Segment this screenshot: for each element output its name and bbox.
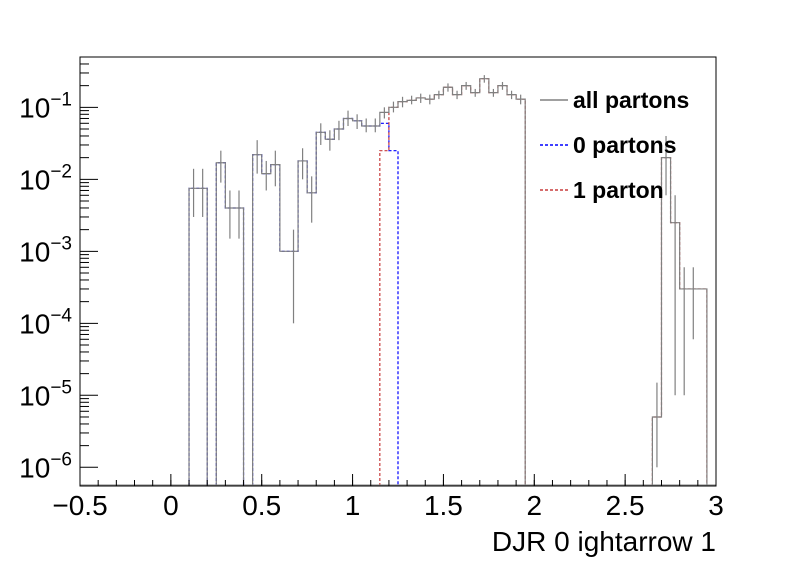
histogram-bin xyxy=(389,107,398,486)
histogram-bin xyxy=(489,93,498,486)
histogram-bin xyxy=(516,99,525,486)
y-tick-label: 10−5 xyxy=(19,377,72,411)
histogram-bin xyxy=(471,93,480,486)
histogram-bin xyxy=(298,161,307,486)
legend: all partons 0 partons 1 parton xyxy=(540,87,689,203)
x-tick-label: 2 xyxy=(526,490,542,521)
histogram-steps xyxy=(188,78,708,486)
histogram-bin xyxy=(462,86,471,486)
x-tick-label: 0.5 xyxy=(242,490,281,521)
histogram-bin xyxy=(443,87,452,486)
histogram-bin xyxy=(362,126,371,486)
histogram-bin xyxy=(189,188,198,486)
y-tick-label: 10−1 xyxy=(19,89,72,123)
histogram-bin xyxy=(661,158,670,486)
histogram-bin xyxy=(453,95,462,486)
histogram-bin xyxy=(271,165,280,486)
y-tick-label: 10−4 xyxy=(19,305,72,339)
x-tick-label: 1.5 xyxy=(424,490,463,521)
histogram-bin xyxy=(289,251,298,486)
histogram-bin xyxy=(316,132,325,486)
histogram-bin xyxy=(434,95,443,486)
histogram-bin xyxy=(671,223,680,486)
histogram-bin xyxy=(343,118,352,486)
y-tick-label: 10−2 xyxy=(19,161,72,195)
histogram-bin xyxy=(398,102,407,486)
histogram-bin xyxy=(353,121,362,486)
legend-label: 0 partons xyxy=(573,132,677,158)
series-all-partons xyxy=(188,75,708,486)
histogram-bin xyxy=(416,98,425,486)
x-tick-label: 2.5 xyxy=(606,490,645,521)
histogram-bin xyxy=(262,174,271,486)
histogram-bin xyxy=(425,99,434,486)
histogram-bin xyxy=(253,155,262,486)
x-axis-title: DJR 0 ightarrow 1 xyxy=(492,526,716,557)
histogram-bin xyxy=(480,79,489,486)
histogram-bin xyxy=(689,289,698,486)
x-tick-label: 1 xyxy=(345,490,361,521)
legend-label: all partons xyxy=(573,87,689,113)
histogram-bin xyxy=(507,95,516,486)
y-tick-label: 10−6 xyxy=(19,449,72,483)
histogram-bin xyxy=(234,208,243,486)
histogram-bin xyxy=(307,193,316,486)
histogram-bin xyxy=(680,289,689,486)
histogram-bin xyxy=(407,100,416,486)
histogram-bin xyxy=(371,126,380,486)
histogram-bin xyxy=(498,86,507,486)
histogram-bin xyxy=(652,417,661,486)
x-tick-label: −0.5 xyxy=(52,490,107,521)
histogram-bin xyxy=(698,289,707,486)
axes-layer: −0.5 0 0.5 1 1.5 2 2.5 3 10−6 10−5 10−4 10−3 10−2 10−… xyxy=(19,56,724,521)
y-tick-label: 10−3 xyxy=(19,233,72,267)
histogram-bin xyxy=(334,129,343,486)
x-tick-label: 3 xyxy=(708,490,724,521)
histogram-bin xyxy=(216,163,225,486)
histogram-bin xyxy=(280,251,289,486)
histogram-bin xyxy=(380,112,389,486)
histogram-bin xyxy=(325,139,334,486)
plot-frame xyxy=(79,56,717,487)
legend-label: 1 parton xyxy=(573,177,664,203)
plot-layer xyxy=(80,75,716,486)
histogram-bin xyxy=(225,208,234,486)
x-tick-label: 0 xyxy=(163,490,179,521)
histogram-bin xyxy=(198,188,207,486)
